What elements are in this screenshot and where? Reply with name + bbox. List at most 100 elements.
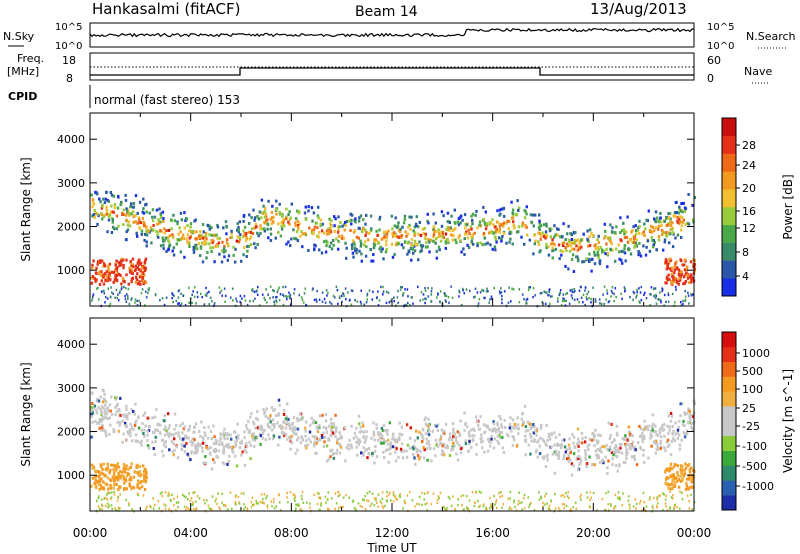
range-cell (234, 440, 237, 444)
range-cell (539, 237, 542, 241)
range-cell (177, 506, 179, 509)
range-cell (377, 304, 380, 307)
cpid-text: normal (fast stereo) 153 (94, 93, 240, 107)
range-cell (139, 275, 142, 279)
range-cell (137, 415, 140, 419)
range-cell (649, 432, 652, 436)
range-cell (563, 445, 567, 449)
range-cell (145, 296, 148, 299)
range-cell (360, 289, 362, 292)
range-cell (200, 292, 202, 295)
range-cell (388, 421, 391, 425)
range-cell (237, 436, 240, 440)
range-cell (193, 286, 196, 289)
range-cell (126, 228, 130, 232)
range-cell (599, 302, 601, 305)
range-cell (367, 499, 370, 503)
range-cell (111, 220, 114, 224)
range-cell (98, 495, 100, 498)
range-cell (128, 483, 131, 487)
range-cell (162, 443, 166, 447)
range-cell (606, 289, 608, 292)
range-cell (397, 242, 400, 246)
range-cell (520, 224, 524, 228)
range-cell (329, 230, 333, 234)
range-cell (237, 228, 240, 232)
range-cell (175, 445, 179, 449)
range-cell (654, 424, 657, 428)
range-cell (317, 235, 320, 239)
range-cell (335, 502, 338, 505)
range-cell (296, 219, 300, 223)
range-cell (112, 210, 115, 214)
range-cell (615, 295, 617, 299)
range-cell (321, 229, 324, 233)
range-cell (277, 412, 280, 415)
range-cell (655, 448, 658, 451)
range-cell (362, 243, 366, 247)
range-cell (518, 288, 521, 291)
range-cell (394, 459, 398, 463)
range-cell (338, 431, 341, 435)
range-cell (592, 491, 595, 495)
range-cell (125, 218, 128, 222)
range-cell (161, 449, 164, 453)
range-cell (266, 424, 270, 428)
range-cell (676, 233, 680, 237)
range-cell (571, 241, 575, 245)
range-cell (145, 230, 148, 234)
range-cell (466, 507, 468, 510)
range-cell (690, 273, 693, 277)
range-cell (684, 289, 686, 293)
range-cell (365, 301, 368, 304)
range-cell (528, 286, 530, 289)
range-cell (547, 507, 550, 510)
range-cell (588, 437, 591, 441)
range-cell (238, 220, 242, 224)
range-cell (448, 454, 452, 457)
range-cell (549, 242, 553, 246)
range-cell (426, 502, 428, 505)
range-cell (141, 216, 145, 220)
range-cell (94, 484, 97, 488)
range-cell (277, 288, 279, 292)
range-cell (544, 302, 547, 305)
range-cell (492, 420, 495, 424)
range-cell (191, 501, 194, 504)
range-cell (378, 217, 381, 221)
range-cell (106, 464, 110, 468)
range-cell (324, 435, 327, 439)
range-cell (188, 286, 190, 290)
range-cell (224, 300, 226, 303)
range-cell (518, 491, 520, 494)
range-cell (541, 438, 544, 441)
range-cell (152, 431, 155, 434)
range-cell (685, 477, 689, 481)
range-cell (596, 441, 599, 445)
range-cell (598, 262, 602, 266)
x-tick-label: 00:00 (677, 526, 712, 540)
range-cell (682, 299, 684, 303)
range-cell (344, 287, 347, 290)
range-cell (205, 286, 207, 290)
range-cell (364, 438, 368, 442)
range-cell (408, 436, 412, 440)
range-cell (223, 431, 227, 435)
range-cell (338, 442, 341, 446)
range-cell (471, 233, 475, 237)
range-cell (181, 431, 184, 435)
range-cell (115, 483, 118, 486)
range-cell (590, 231, 593, 235)
plot-area (90, 318, 694, 511)
range-cell (242, 492, 245, 495)
range-cell (119, 414, 122, 417)
range-cell (434, 454, 437, 458)
range-cell (216, 225, 220, 229)
range-cell (639, 427, 643, 431)
range-cell (324, 250, 328, 254)
range-cell (128, 212, 131, 215)
range-cell (131, 257, 135, 261)
range-cell (692, 276, 695, 280)
range-cell (402, 221, 406, 225)
range-cell (264, 212, 267, 216)
